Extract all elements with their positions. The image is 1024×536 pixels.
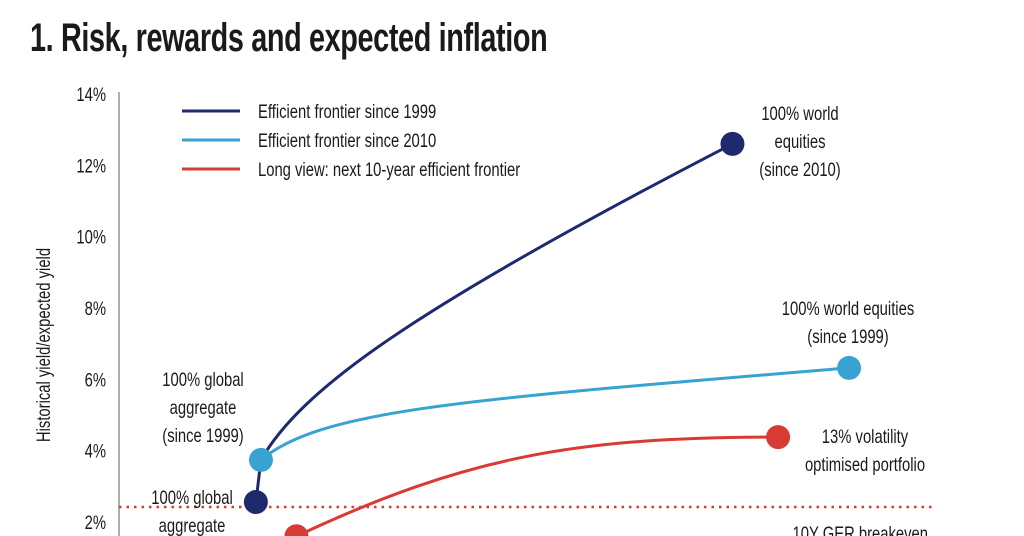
y-tick-label: 12% — [76, 156, 106, 177]
data-point — [248, 447, 273, 472]
annotation-label: aggregate — [159, 515, 226, 536]
annotation-label: optimised portfolio — [805, 454, 925, 475]
annotation-label: 100% world — [761, 103, 838, 124]
annotation-label: equities — [774, 131, 825, 152]
y-axis-label: Historical yield/expected yield — [33, 248, 54, 442]
annotation-label: 100% global — [162, 369, 243, 390]
chart-title: 1. Risk, rewards and expected inflation — [30, 16, 548, 60]
annotation-label: aggregate — [170, 397, 237, 418]
y-tick-label: 4% — [85, 441, 106, 462]
y-tick-label: 2% — [85, 512, 106, 533]
annotation-label: 100% global — [151, 487, 232, 508]
series-line-2010 — [260, 366, 850, 462]
y-tick-label: 6% — [85, 370, 106, 391]
annotation-label: 13% volatility — [822, 426, 909, 447]
y-tick-label: 8% — [85, 298, 106, 319]
legend-label: Long view: next 10-year efficient fronti… — [258, 159, 520, 180]
data-point — [720, 131, 745, 156]
y-tick-label: 14% — [76, 84, 106, 105]
reference-line-label: 10Y GER breakeven — [793, 523, 928, 536]
legend-label: Efficient frontier since 2010 — [258, 130, 436, 151]
annotation-label: 100% world equities — [782, 298, 914, 319]
annotation-label: (since 2010) — [759, 159, 840, 180]
data-point — [766, 425, 791, 450]
data-point — [837, 355, 862, 380]
data-point — [243, 490, 268, 515]
annotation-label: (since 1999) — [807, 326, 888, 347]
y-tick-label: 10% — [76, 227, 106, 248]
legend-label: Efficient frontier since 1999 — [258, 101, 436, 122]
data-point — [284, 524, 309, 536]
series-line-long-view — [295, 435, 779, 536]
annotation-label: (since 1999) — [162, 425, 243, 446]
series-line-1999 — [254, 142, 734, 503]
